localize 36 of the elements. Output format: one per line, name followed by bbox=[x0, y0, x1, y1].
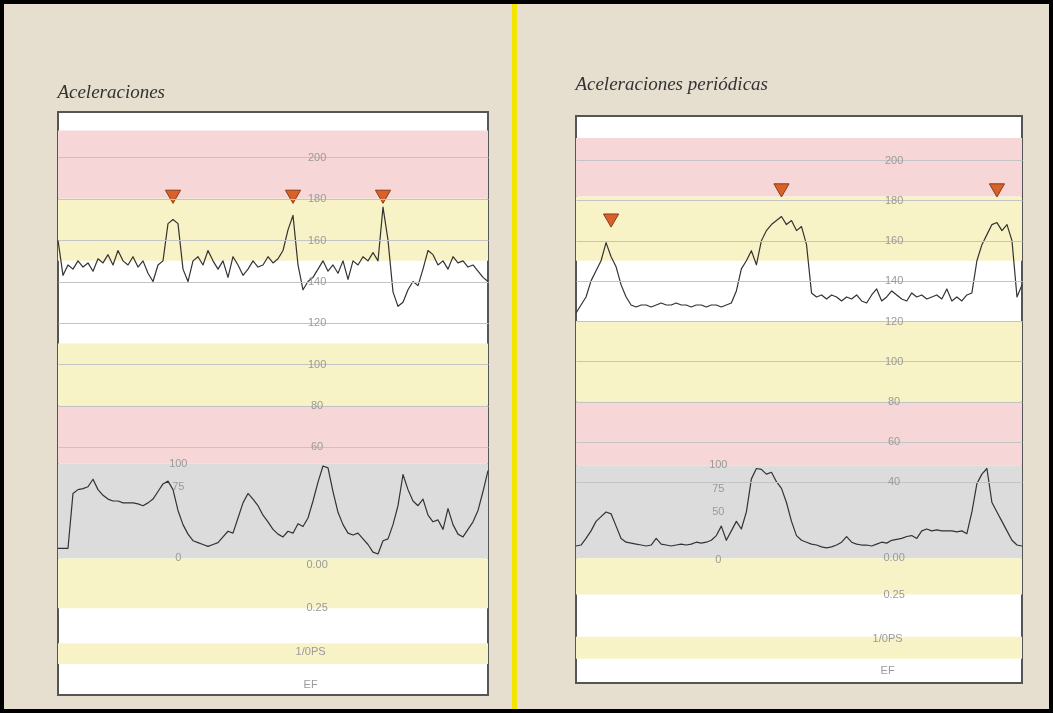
annotation: EF bbox=[880, 663, 895, 676]
annotation: 1/0PS bbox=[295, 644, 326, 657]
y2-tick-label: 100 bbox=[169, 456, 188, 469]
y-tick-label: 180 bbox=[884, 193, 904, 206]
y-tick-label: 200 bbox=[884, 153, 904, 166]
y2-tick-label: 0 bbox=[715, 552, 722, 565]
y-tick-label: 180 bbox=[307, 192, 327, 205]
y-tick-label: 140 bbox=[307, 275, 327, 288]
y3-tick-label: 0.25 bbox=[306, 600, 328, 613]
y3-tick-label: 0.25 bbox=[883, 587, 905, 600]
y-tick-label: 100 bbox=[307, 357, 327, 370]
y-tick-label: 200 bbox=[307, 150, 327, 163]
y3-tick-label: 0.00 bbox=[883, 550, 905, 563]
y-tick-label: 160 bbox=[307, 233, 327, 246]
y3-tick-label: 0.00 bbox=[306, 557, 328, 570]
y-tick-label: 60 bbox=[310, 440, 324, 453]
line-series bbox=[57, 206, 489, 307]
y-tick-label: 120 bbox=[307, 316, 327, 329]
chart-title: Aceleraciones bbox=[55, 81, 166, 102]
y2-tick-label: 75 bbox=[712, 481, 725, 494]
y2-tick-label: 100 bbox=[709, 458, 728, 471]
y2-tick-label: 50 bbox=[712, 505, 725, 518]
line-series bbox=[575, 215, 1023, 314]
y-tick-label: 60 bbox=[887, 435, 901, 448]
y2-tick-label: 75 bbox=[172, 480, 185, 493]
chart-title: Aceleraciones periódicas bbox=[573, 73, 768, 94]
y-tick-label: 40 bbox=[887, 475, 901, 488]
y-tick-label: 80 bbox=[887, 395, 901, 408]
annotation: EF bbox=[303, 677, 318, 690]
y-tick-label: 80 bbox=[310, 399, 324, 412]
y2-tick-label: 0 bbox=[175, 551, 182, 564]
y-tick-label: 100 bbox=[884, 354, 904, 367]
annotation: 1/0PS bbox=[872, 632, 903, 645]
y-tick-label: 140 bbox=[884, 274, 904, 287]
y-tick-label: 120 bbox=[884, 314, 904, 327]
y-tick-label: 160 bbox=[884, 234, 904, 247]
